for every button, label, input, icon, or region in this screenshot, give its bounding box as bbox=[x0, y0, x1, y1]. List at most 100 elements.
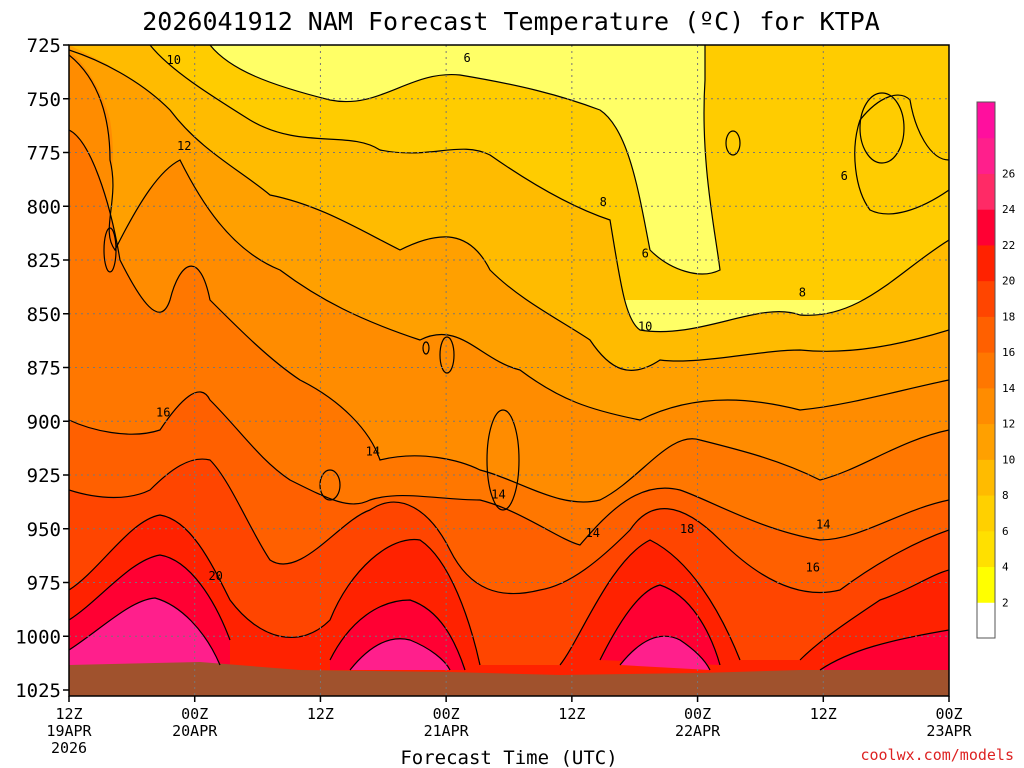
colorbar-label: 10 bbox=[1002, 453, 1015, 466]
colorbar-label: 14 bbox=[1002, 382, 1016, 395]
band-24-26 bbox=[69, 598, 710, 696]
y-tick-label: 975 bbox=[27, 573, 61, 595]
colorbar-label: 18 bbox=[1002, 310, 1015, 323]
chart-title: 2026041912 NAM Forecast Temperature (ºC)… bbox=[142, 7, 880, 36]
x-tick-label: 2026 bbox=[51, 739, 87, 757]
contour-label: 14 bbox=[586, 526, 600, 540]
colorbar-label: 8 bbox=[1002, 489, 1009, 502]
x-tick-label: 00Z bbox=[181, 705, 208, 723]
contour-label: 8 bbox=[600, 195, 607, 209]
contour-label: 10 bbox=[167, 53, 181, 67]
y-tick-label: 725 bbox=[27, 35, 61, 57]
x-tick-label: 00Z bbox=[433, 705, 460, 723]
contour-10 bbox=[69, 49, 949, 371]
contour-island-3 bbox=[422, 341, 430, 355]
colorbar-swatch bbox=[977, 280, 995, 317]
colorbar-swatch bbox=[977, 102, 995, 139]
colorbar-label: 24 bbox=[1002, 203, 1016, 216]
contour-island-1 bbox=[103, 227, 117, 273]
colorbar-label: 26 bbox=[1002, 167, 1015, 180]
x-axis-title: Forecast Time (UTC) bbox=[400, 747, 617, 768]
colorbar-swatch bbox=[977, 173, 995, 210]
contour-16 bbox=[69, 391, 949, 546]
y-tick-label: 875 bbox=[27, 358, 61, 380]
x-tick-label: 12Z bbox=[558, 705, 585, 723]
contour-island-7 bbox=[859, 92, 905, 164]
contour-6 bbox=[209, 45, 721, 275]
y-tick-label: 850 bbox=[27, 304, 61, 326]
contour-label: 10 bbox=[638, 320, 652, 334]
x-tick-label: 22APR bbox=[675, 722, 721, 740]
contour-14 bbox=[69, 129, 949, 503]
colorbar-frame bbox=[976, 101, 996, 639]
x-tick-label: 00Z bbox=[935, 705, 962, 723]
x-tick-label: 20APR bbox=[172, 722, 218, 740]
contour-label: 14 bbox=[816, 517, 830, 531]
contour-18 bbox=[69, 458, 949, 595]
contour-lines bbox=[69, 45, 949, 671]
x-tick-label: 00Z bbox=[684, 705, 711, 723]
y-tick-label: 1000 bbox=[15, 626, 61, 648]
y-tick-label: 900 bbox=[27, 411, 61, 433]
colorbar-swatch bbox=[977, 387, 995, 425]
colorbar-label: 2 bbox=[1002, 596, 1009, 609]
contour-island-4 bbox=[486, 409, 520, 511]
colorbar-swatch bbox=[977, 209, 995, 246]
x-tick-label: 12Z bbox=[55, 705, 82, 723]
y-tick-label: 825 bbox=[27, 250, 61, 272]
contour-20 bbox=[69, 514, 949, 666]
colorbar-label: 4 bbox=[1002, 561, 1009, 574]
y-axis: 725 750 775 800 825 850 875 900 925 950 975 1000 102… bbox=[15, 35, 69, 702]
y-tick-label: 925 bbox=[27, 465, 61, 487]
colorbar-label: 12 bbox=[1002, 418, 1015, 431]
contour-label: 8 bbox=[799, 285, 806, 299]
colorbar-label: 6 bbox=[1002, 525, 1009, 538]
temperature-bands bbox=[69, 45, 949, 696]
contour-label: 14 bbox=[491, 487, 505, 501]
y-tick-label: 775 bbox=[27, 143, 61, 165]
y-tick-label: 1025 bbox=[15, 680, 61, 702]
colorbar-swatch bbox=[977, 244, 995, 282]
colorbar-swatch bbox=[977, 602, 995, 639]
contour-label: 14 bbox=[366, 444, 380, 458]
colorbar-swatch bbox=[977, 423, 995, 460]
contour-label: 16 bbox=[806, 560, 820, 574]
colorbar-label: 20 bbox=[1002, 275, 1015, 288]
x-tick-label: 23APR bbox=[926, 722, 972, 740]
y-tick-label: 950 bbox=[27, 519, 61, 541]
contour-label: 6 bbox=[463, 51, 470, 65]
x-tick-label: 21APR bbox=[424, 722, 470, 740]
colorbar-swatch bbox=[977, 137, 995, 174]
contour-8 bbox=[149, 45, 949, 333]
plot-frame bbox=[68, 44, 950, 697]
contour-labels: 10 6 12 8 6 6 8 10 16 14 14 14 18 14 16 20 bbox=[156, 51, 848, 583]
grid-lines bbox=[69, 45, 949, 696]
contour-label: 16 bbox=[156, 406, 170, 420]
x-tick-label: 12Z bbox=[307, 705, 334, 723]
contour-label: 18 bbox=[680, 522, 694, 536]
colorbar-swatch bbox=[977, 459, 995, 496]
contour-island-2 bbox=[439, 336, 455, 374]
band-20-22 bbox=[69, 515, 949, 696]
y-tick-label: 800 bbox=[27, 196, 61, 218]
colorbar-swatch bbox=[977, 495, 995, 532]
credit-text: coolwx.com/models bbox=[860, 746, 1014, 764]
contour-label: 20 bbox=[208, 569, 222, 583]
colorbar-swatch bbox=[977, 566, 995, 603]
contour-22 bbox=[69, 554, 949, 671]
colorbar-swatch bbox=[977, 316, 995, 353]
contour-island-6 bbox=[725, 130, 741, 156]
colorbar-label: 22 bbox=[1002, 239, 1015, 252]
contour-24 bbox=[69, 597, 711, 671]
colorbar-label: 16 bbox=[1002, 346, 1015, 359]
contour-12 bbox=[69, 54, 949, 421]
colorbar-swatch bbox=[977, 530, 995, 568]
ground bbox=[69, 662, 949, 696]
contour-label: 6 bbox=[642, 247, 649, 261]
x-tick-label: 12Z bbox=[810, 705, 837, 723]
contour-label: 6 bbox=[841, 169, 848, 183]
contour-label: 12 bbox=[177, 139, 191, 153]
